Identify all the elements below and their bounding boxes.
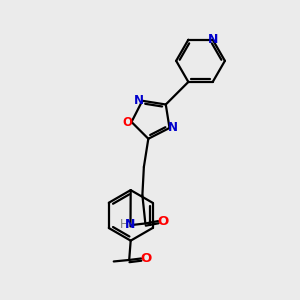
Text: N: N <box>168 122 178 134</box>
Text: O: O <box>140 252 151 265</box>
Text: N: N <box>208 33 218 46</box>
Text: O: O <box>122 116 132 129</box>
Text: H: H <box>120 218 128 231</box>
Text: O: O <box>157 214 168 228</box>
Text: N: N <box>134 94 143 107</box>
Text: N: N <box>125 218 135 231</box>
